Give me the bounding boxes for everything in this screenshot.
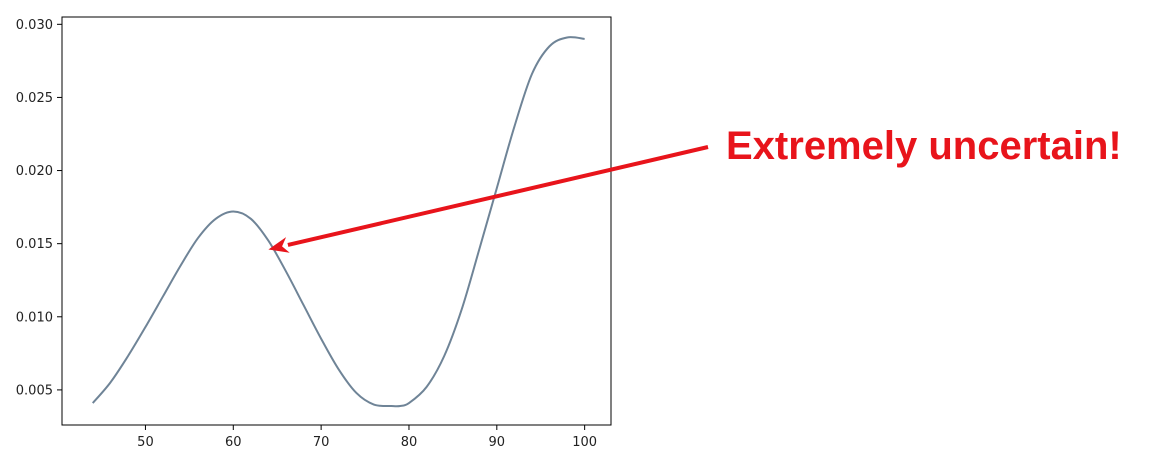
x-tick-label: 50 [137, 435, 154, 450]
annotation-arrow-head [268, 237, 290, 253]
y-tick-label: 0.010 [16, 310, 53, 325]
x-tick-label: 60 [225, 435, 242, 450]
x-tick-label: 80 [401, 435, 418, 450]
y-tick-label: 0.015 [16, 237, 53, 252]
y-tick-label: 0.025 [16, 91, 53, 106]
series-layer [91, 36, 585, 408]
x-tick-label: 100 [572, 435, 597, 450]
annotation-layer: Extremely uncertain! [268, 124, 1122, 253]
x-tick-label: 70 [313, 435, 330, 450]
annotation-arrow [287, 145, 709, 247]
x-tick-label: 90 [489, 435, 506, 450]
y-axis: 0.005 0.010 0.015 0.020 0.025 0.030 [16, 18, 62, 398]
y-tick-label: 0.005 [16, 383, 53, 398]
series-line [91, 36, 585, 408]
x-axis: 50 60 70 80 90 100 [137, 425, 597, 450]
y-tick-label: 0.030 [16, 18, 53, 33]
y-tick-label: 0.020 [16, 164, 53, 179]
plot-frame [61, 16, 612, 426]
annotation-text: Extremely uncertain! [726, 124, 1122, 168]
